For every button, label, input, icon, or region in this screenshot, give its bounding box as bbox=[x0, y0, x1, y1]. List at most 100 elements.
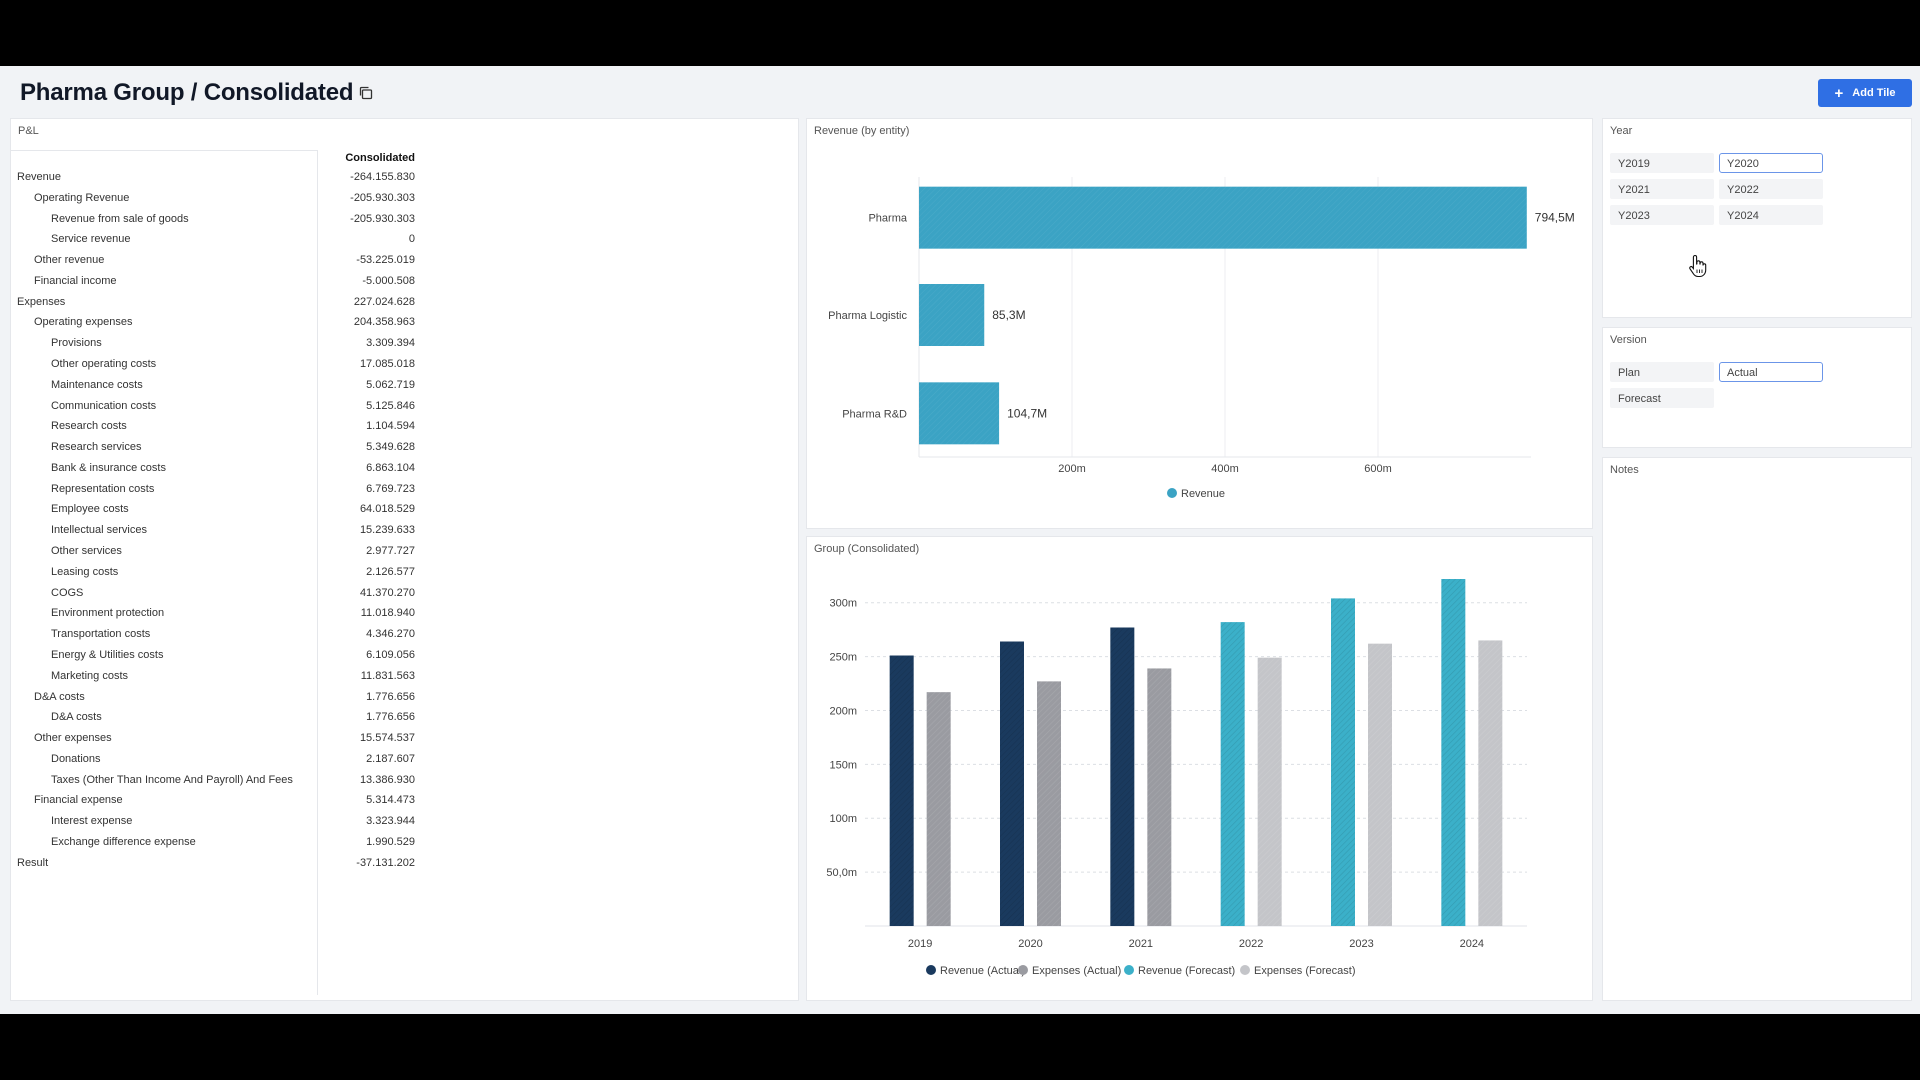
bar-expenses-forecast-2023 bbox=[1368, 643, 1392, 926]
pl-row-employee-costs[interactable]: Employee costs 64.018.529 bbox=[11, 500, 421, 520]
pl-row-revenue[interactable]: Revenue -264.155.830 bbox=[11, 168, 421, 188]
add-tile-button[interactable]: + Add Tile bbox=[1818, 79, 1912, 107]
pl-row-financial-expense[interactable]: Financial expense 5.314.473 bbox=[11, 791, 421, 811]
pl-row-maintenance-costs[interactable]: Maintenance costs 5.062.719 bbox=[11, 376, 421, 396]
bar-pharma-logistic bbox=[919, 284, 985, 346]
pl-row-research-costs[interactable]: Research costs 1.104.594 bbox=[11, 417, 421, 437]
pl-row-revenue-from-sale-of-goods[interactable]: Revenue from sale of goods -205.930.303 bbox=[11, 210, 421, 230]
legend-label: Expenses (Forecast) bbox=[1254, 965, 1355, 977]
version-panel-title: Version bbox=[1610, 334, 1647, 346]
data-label: 104,7M bbox=[1007, 406, 1047, 420]
pl-row-value: -37.131.202 bbox=[356, 856, 415, 869]
pl-row-communication-costs[interactable]: Communication costs 5.125.846 bbox=[11, 397, 421, 417]
y-tick-label: 50,0m bbox=[826, 867, 857, 879]
bar-revenue-actual-2021 bbox=[1110, 627, 1135, 926]
pl-row-intellectual-services[interactable]: Intellectual services 15.239.633 bbox=[11, 521, 421, 541]
pl-row-expenses[interactable]: Expenses 227.024.628 bbox=[11, 293, 421, 313]
pl-row-label: Environment protection bbox=[51, 607, 165, 620]
pl-row-value: 2.977.727 bbox=[366, 545, 415, 558]
pl-row-energy-utilities-costs[interactable]: Energy & Utilities costs 6.109.056 bbox=[11, 646, 421, 666]
pl-row-operating-revenue[interactable]: Operating Revenue -205.930.303 bbox=[11, 189, 421, 209]
pl-row-other-revenue[interactable]: Other revenue -53.225.019 bbox=[11, 251, 421, 271]
pl-row-other-services[interactable]: Other services 2.977.727 bbox=[11, 542, 421, 562]
legend-swatch bbox=[1167, 488, 1177, 498]
pages-icon[interactable] bbox=[358, 85, 374, 101]
pl-row-bank-insurance-costs[interactable]: Bank & insurance costs 6.863.104 bbox=[11, 459, 421, 479]
pl-row-environment-protection[interactable]: Environment protection 11.018.940 bbox=[11, 604, 421, 624]
y-tick-label: 250m bbox=[829, 652, 857, 664]
pl-row-d-a-costs[interactable]: D&A costs 1.776.656 bbox=[11, 688, 421, 708]
legend-item-expenses-actual: Expenses (Actual) bbox=[1018, 965, 1121, 977]
pl-row-value: 15.574.537 bbox=[359, 732, 415, 745]
bar-revenue-forecast-2024 bbox=[1441, 579, 1466, 926]
pl-row-service-revenue[interactable]: Service revenue 0 bbox=[11, 230, 421, 250]
hand-cursor-icon bbox=[1689, 254, 1707, 278]
pl-row-value: 5.314.473 bbox=[366, 794, 415, 807]
pl-row-cogs[interactable]: COGS 41.370.270 bbox=[11, 584, 421, 604]
pl-row-label: D&A costs bbox=[51, 711, 102, 724]
pl-row-value: 1.990.529 bbox=[366, 835, 415, 848]
pl-row-taxes-other-than-income-and-payroll-and-fees[interactable]: Taxes (Other Than Income And Payroll) An… bbox=[11, 771, 421, 791]
option-plan[interactable]: Plan bbox=[1610, 362, 1714, 382]
pl-row-interest-expense[interactable]: Interest expense 3.323.944 bbox=[11, 812, 421, 832]
pl-row-label: Representation costs bbox=[51, 482, 155, 495]
version-selector-panel: Version Plan Actual Forecast bbox=[1602, 327, 1912, 448]
x-tick-label: 2020 bbox=[1018, 938, 1042, 950]
x-tick-label: 2022 bbox=[1239, 938, 1263, 950]
y-tick-label: 200m bbox=[829, 705, 857, 717]
pl-row-operating-expenses[interactable]: Operating expenses 204.358.963 bbox=[11, 313, 421, 333]
pl-row-label: Other revenue bbox=[34, 254, 105, 267]
pl-row-other-expenses[interactable]: Other expenses 15.574.537 bbox=[11, 729, 421, 749]
data-label: 85,3M bbox=[992, 308, 1025, 322]
pl-row-d-a-costs[interactable]: D&A costs 1.776.656 bbox=[11, 708, 421, 728]
pl-row-label: Research costs bbox=[51, 420, 127, 433]
bar-pharma-r-d bbox=[919, 382, 1000, 445]
legend-swatch bbox=[1124, 965, 1134, 975]
pl-row-exchange-difference-expense[interactable]: Exchange difference expense 1.990.529 bbox=[11, 833, 421, 853]
pl-header-divider bbox=[11, 150, 317, 151]
pl-row-value: 6.109.056 bbox=[366, 648, 415, 661]
revenue-by-entity-chart: 200m 400m 600m Pharma 794,5M Pharma Logistic 8… bbox=[828, 177, 1575, 500]
pl-row-label: Interest expense bbox=[51, 815, 133, 828]
group-consolidated-panel: Group (Consolidated) 50,0m 100m 150m 200m 25… bbox=[806, 536, 1593, 1001]
legend-item-revenue-forecast: Revenue (Forecast) bbox=[1124, 965, 1235, 977]
x-tick-label: 2023 bbox=[1349, 938, 1373, 950]
option-y2020[interactable]: Y2020 bbox=[1719, 153, 1823, 173]
option-actual[interactable]: Actual bbox=[1719, 362, 1823, 382]
pl-row-label: Revenue bbox=[17, 171, 62, 183]
pl-row-other-operating-costs[interactable]: Other operating costs 17.085.018 bbox=[11, 355, 421, 375]
pl-row-result[interactable]: Result -37.131.202 bbox=[11, 854, 421, 874]
pl-row-leasing-costs[interactable]: Leasing costs 2.126.577 bbox=[11, 563, 421, 583]
plus-icon: + bbox=[1834, 84, 1844, 102]
group-consolidated-chart: 50,0m 100m 150m 200m 250m 300m 2019 2020 2021 202… bbox=[826, 579, 1527, 977]
x-tick-label: 2024 bbox=[1460, 938, 1484, 950]
pl-row-value: 17.085.018 bbox=[359, 358, 415, 371]
category-label: Pharma Logistic bbox=[828, 310, 907, 322]
pl-row-transportation-costs[interactable]: Transportation costs 4.346.270 bbox=[11, 625, 421, 645]
option-y2021[interactable]: Y2021 bbox=[1610, 179, 1714, 199]
pl-row-representation-costs[interactable]: Representation costs 6.769.723 bbox=[11, 480, 421, 500]
option-y2022[interactable]: Y2022 bbox=[1719, 179, 1823, 199]
pl-row-donations[interactable]: Donations 2.187.607 bbox=[11, 750, 421, 770]
legend-item-revenue-actual: Revenue (Actual) bbox=[926, 965, 1025, 977]
option-y2019[interactable]: Y2019 bbox=[1610, 153, 1714, 173]
pl-row-research-services[interactable]: Research services 5.349.628 bbox=[11, 438, 421, 458]
pl-row-provisions[interactable]: Provisions 3.309.394 bbox=[11, 334, 421, 354]
pl-row-label: Exchange difference expense bbox=[51, 835, 196, 848]
option-y2024[interactable]: Y2024 bbox=[1719, 205, 1823, 225]
pl-row-value: 11.831.563 bbox=[360, 669, 415, 682]
pl-row-label: Bank & insurance costs bbox=[51, 461, 166, 474]
pl-row-label: Result bbox=[17, 856, 49, 869]
pl-row-label: Communication costs bbox=[51, 399, 157, 412]
pl-row-marketing-costs[interactable]: Marketing costs 11.831.563 bbox=[11, 667, 421, 687]
bar-expenses-forecast-2022 bbox=[1257, 657, 1282, 926]
notes-panel-title: Notes bbox=[1610, 464, 1639, 476]
pl-row-financial-income[interactable]: Financial income -5.000.508 bbox=[11, 272, 421, 292]
pl-row-label: Leasing costs bbox=[51, 565, 119, 578]
option-y2023[interactable]: Y2023 bbox=[1610, 205, 1714, 225]
app-window: Pharma Group / Consolidated + Add Tile P… bbox=[0, 66, 1920, 1014]
option-forecast[interactable]: Forecast bbox=[1610, 388, 1714, 408]
notes-panel[interactable]: Notes bbox=[1602, 457, 1912, 1001]
pl-row-value: 5.125.846 bbox=[366, 399, 415, 412]
pl-row-label: Revenue from sale of goods bbox=[51, 212, 189, 225]
